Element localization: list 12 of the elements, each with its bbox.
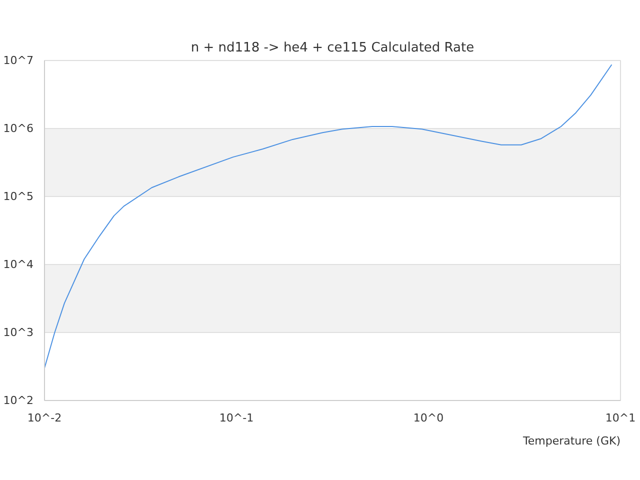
x-tick-label: 10^-1 [219,412,254,424]
x-tick-label: 10^-2 [27,412,62,424]
x-tick-label: 10^0 [413,412,444,424]
x-tick-label: 10^1 [605,412,636,424]
y-tick-label: 10^6 [3,122,34,135]
y-tick-label: 10^5 [3,190,34,203]
y-tick-label: 10^3 [3,326,34,339]
x-axis-title: Temperature (GK) [522,434,621,448]
chart-title: n + nd118 -> he4 + ce115 Calculated Rate [190,40,474,56]
y-tick-label: 10^4 [3,258,34,271]
y-tick-label: 10^2 [3,394,34,407]
y-tick-label: 10^7 [3,54,34,67]
